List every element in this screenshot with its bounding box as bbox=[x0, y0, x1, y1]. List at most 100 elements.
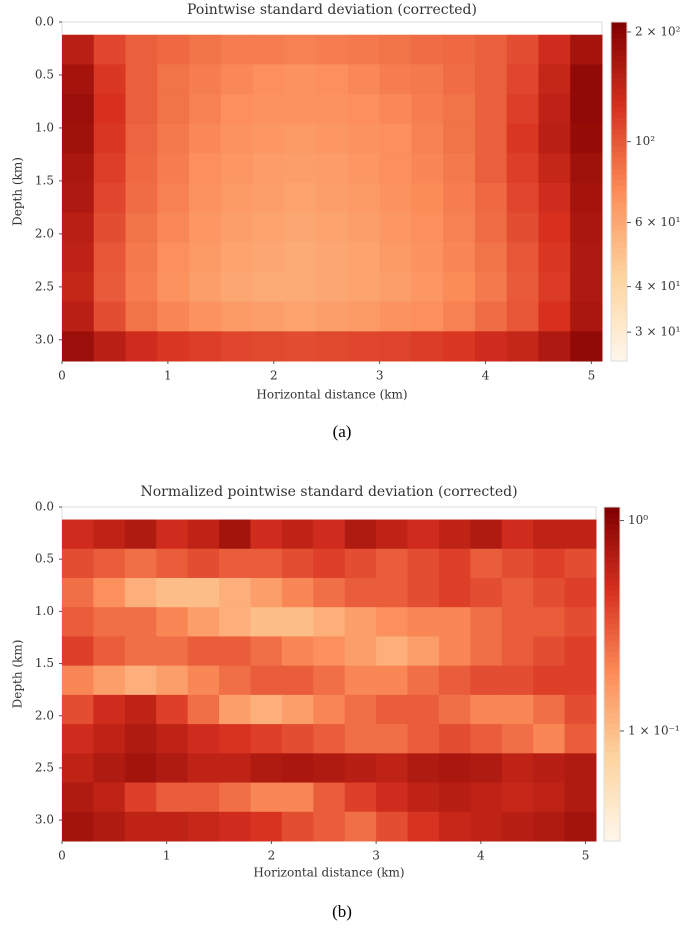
heatmap-cell bbox=[156, 811, 189, 842]
heatmap-cell bbox=[564, 636, 597, 667]
heatmap-cell bbox=[501, 519, 534, 550]
heatmap-cell bbox=[344, 724, 377, 754]
heatmap-cell bbox=[62, 811, 94, 842]
heatmap-cell bbox=[407, 753, 440, 784]
heatmap-cell bbox=[411, 242, 444, 273]
colorbar-band bbox=[604, 668, 620, 675]
heatmap-cell bbox=[443, 331, 476, 362]
colorbar-band bbox=[611, 214, 627, 221]
colorbar-band bbox=[604, 835, 620, 842]
heatmap-cell bbox=[220, 242, 254, 273]
colorbar-band bbox=[611, 163, 627, 170]
heatmap-cell bbox=[347, 331, 381, 362]
heatmap-cell bbox=[570, 94, 603, 125]
heatmap-cell bbox=[411, 64, 444, 95]
heatmap-cell bbox=[124, 636, 157, 667]
heatmap-cell bbox=[219, 724, 251, 754]
heatmap-cell bbox=[284, 94, 317, 125]
heatmap-cell bbox=[62, 636, 94, 667]
heatmap-cell bbox=[93, 782, 126, 813]
heatmap-cell bbox=[313, 577, 346, 608]
colorbar-band bbox=[604, 507, 620, 514]
heatmap-cell bbox=[316, 94, 349, 125]
heatmap-cell bbox=[156, 753, 189, 784]
heatmap-cell bbox=[538, 64, 571, 95]
colorbar-band bbox=[604, 534, 620, 541]
heatmap-cell bbox=[506, 123, 539, 154]
heatmap-cell bbox=[344, 548, 377, 579]
heatmap-cell bbox=[284, 64, 317, 95]
colorbar-band bbox=[611, 55, 627, 63]
colorbar-band bbox=[611, 185, 627, 193]
heatmap-cell bbox=[313, 724, 346, 754]
heatmap-cell bbox=[281, 548, 314, 579]
colorbar-band bbox=[611, 355, 627, 362]
colorbar-band bbox=[611, 191, 627, 198]
colorbar-band bbox=[611, 140, 627, 147]
heatmap-cell bbox=[506, 212, 539, 243]
heatmap-cell bbox=[474, 301, 508, 332]
heatmap-cell bbox=[219, 607, 251, 637]
heatmap-cell bbox=[538, 94, 571, 125]
heatmap-cell bbox=[376, 782, 409, 813]
heatmap-cell bbox=[316, 301, 349, 332]
heatmap-cell bbox=[347, 212, 381, 243]
heatmap-cell bbox=[93, 94, 127, 125]
heatmap-cell bbox=[347, 242, 381, 273]
x-tick-label: 1 bbox=[163, 849, 171, 863]
heatmap-cell bbox=[313, 811, 346, 842]
y-tick-label: 0.0 bbox=[35, 15, 54, 29]
heatmap-cell bbox=[93, 123, 127, 154]
heatmap-cell bbox=[344, 577, 377, 608]
y-tick-label: 1.0 bbox=[35, 604, 54, 618]
colorbar-band bbox=[611, 38, 627, 46]
colorbar-band bbox=[604, 818, 620, 825]
heatmap-cell bbox=[284, 183, 317, 214]
heatmap-cell bbox=[93, 331, 127, 362]
heatmap-cell bbox=[470, 694, 503, 725]
heatmap-cell bbox=[189, 34, 222, 65]
heatmap-cell bbox=[411, 183, 444, 214]
colorbar-band bbox=[604, 551, 620, 558]
heatmap-cell bbox=[62, 724, 94, 754]
colorbar-band bbox=[611, 72, 627, 80]
heatmap-cell bbox=[124, 753, 157, 784]
heatmap-cell bbox=[157, 153, 190, 184]
colorbar-band bbox=[611, 344, 627, 351]
colorbar-band bbox=[604, 774, 620, 781]
heatmap-cell bbox=[344, 811, 377, 842]
colorbar-band bbox=[611, 78, 627, 85]
colorbar-band bbox=[604, 829, 620, 837]
heatmap-cell bbox=[125, 301, 158, 332]
heatmap-cell bbox=[62, 242, 95, 273]
heatmap-cell bbox=[125, 331, 158, 362]
heatmap-cell bbox=[570, 301, 603, 332]
heatmap-cell bbox=[281, 665, 314, 696]
heatmap-cell bbox=[187, 636, 220, 667]
colorbar-band bbox=[604, 646, 620, 653]
heatmap-cell bbox=[570, 242, 603, 273]
colorbar-tick-label: 4 × 10¹ bbox=[635, 279, 680, 293]
heatmap-cell bbox=[93, 153, 127, 184]
colorbar-tick-label: 6 × 10¹ bbox=[635, 215, 680, 229]
heatmap-cell bbox=[252, 301, 285, 332]
heatmap-cell bbox=[407, 577, 440, 608]
heatmap-cell bbox=[533, 519, 566, 550]
heatmap-cell bbox=[474, 272, 508, 303]
heatmap-cell bbox=[250, 753, 283, 784]
colorbar-band bbox=[604, 651, 620, 658]
heatmap-cell bbox=[93, 34, 127, 65]
heatmap-cell bbox=[376, 519, 409, 550]
heatmap-cell bbox=[538, 153, 571, 184]
heatmap-cell bbox=[281, 519, 314, 550]
heatmap-cell bbox=[538, 272, 571, 303]
heatmap-cell bbox=[219, 753, 251, 784]
heatmap-cell bbox=[93, 183, 127, 214]
heatmap-cell bbox=[564, 665, 597, 696]
heatmap-cell bbox=[470, 665, 503, 696]
heatmap-cell bbox=[379, 242, 412, 273]
colorbar-frame bbox=[603, 506, 621, 842]
colorbar-band bbox=[604, 607, 620, 614]
heatmap-cell bbox=[156, 607, 189, 637]
